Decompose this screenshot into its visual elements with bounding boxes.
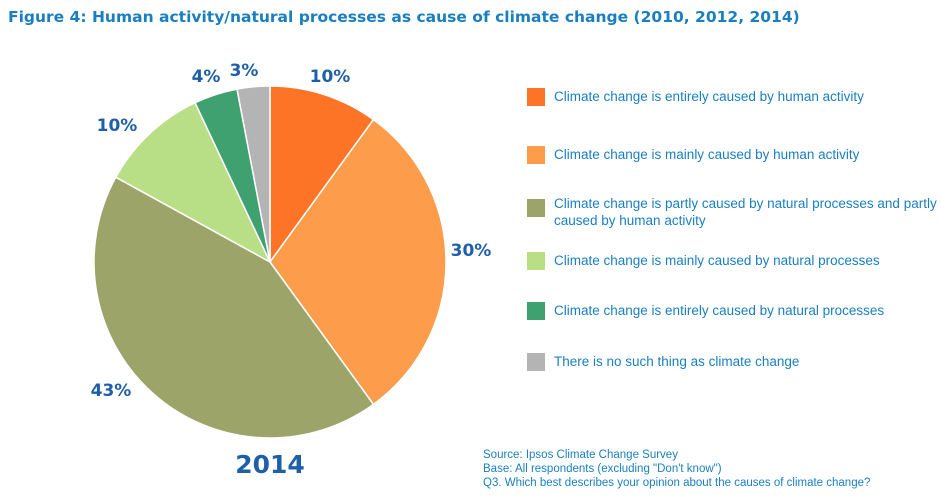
pie-slice-no-such-thing xyxy=(236,85,271,263)
legend-swatch xyxy=(527,199,545,217)
legend-item-partly-both: Climate change is partly caused by natur… xyxy=(527,195,941,229)
legend-label: There is no such thing as climate change xyxy=(554,354,800,369)
pie-slice-mainly-natural xyxy=(114,101,272,264)
legend-label: Climate change is entirely caused by nat… xyxy=(554,303,885,318)
legend-item-no-such-thing: There is no such thing as climate change xyxy=(527,353,941,371)
data-label-entirely-human: 10% xyxy=(310,67,351,87)
legend-label: Climate change is mainly caused by human… xyxy=(554,147,860,162)
legend-swatch xyxy=(527,252,545,270)
pie-slice-entirely-human xyxy=(269,85,375,265)
legend-item-entirely-natural: Climate change is entirely caused by nat… xyxy=(527,302,941,320)
legend-label: Climate change is mainly caused by natur… xyxy=(554,253,880,268)
data-label-partly-both: 43% xyxy=(91,381,132,401)
legend-swatch xyxy=(527,353,545,371)
legend-item-entirely-human: Climate change is entirely caused by hum… xyxy=(527,88,941,106)
data-label-mainly-human: 30% xyxy=(451,241,492,261)
year-label: 2014 xyxy=(235,450,305,479)
source-line: Source: Ipsos Climate Change Survey xyxy=(483,449,678,461)
legend-item-mainly-natural: Climate change is mainly caused by natur… xyxy=(527,252,941,270)
data-label-no-such-thing: 3% xyxy=(230,61,259,81)
source-notes: Source: Ipsos Climate Change Survey Base… xyxy=(483,448,870,490)
pie-slice-partly-both xyxy=(93,176,375,439)
legend-label: Climate change is partly caused by natur… xyxy=(554,196,937,228)
pie-slice-mainly-human xyxy=(269,118,447,406)
data-label-mainly-natural: 10% xyxy=(97,116,138,136)
legend-swatch xyxy=(527,88,545,106)
chart-title: Figure 4: Human activity/natural process… xyxy=(8,8,800,26)
data-label-entirely-natural: 4% xyxy=(192,67,221,87)
question-line: Q3. Which best describes your opinion ab… xyxy=(483,477,871,489)
base-line: Base: All respondents (excluding "Don't … xyxy=(483,463,722,475)
legend-label: Climate change is entirely caused by hum… xyxy=(554,89,864,104)
legend-swatch xyxy=(527,302,545,320)
legend-swatch xyxy=(527,146,545,164)
legend-item-mainly-human: Climate change is mainly caused by human… xyxy=(527,146,941,164)
